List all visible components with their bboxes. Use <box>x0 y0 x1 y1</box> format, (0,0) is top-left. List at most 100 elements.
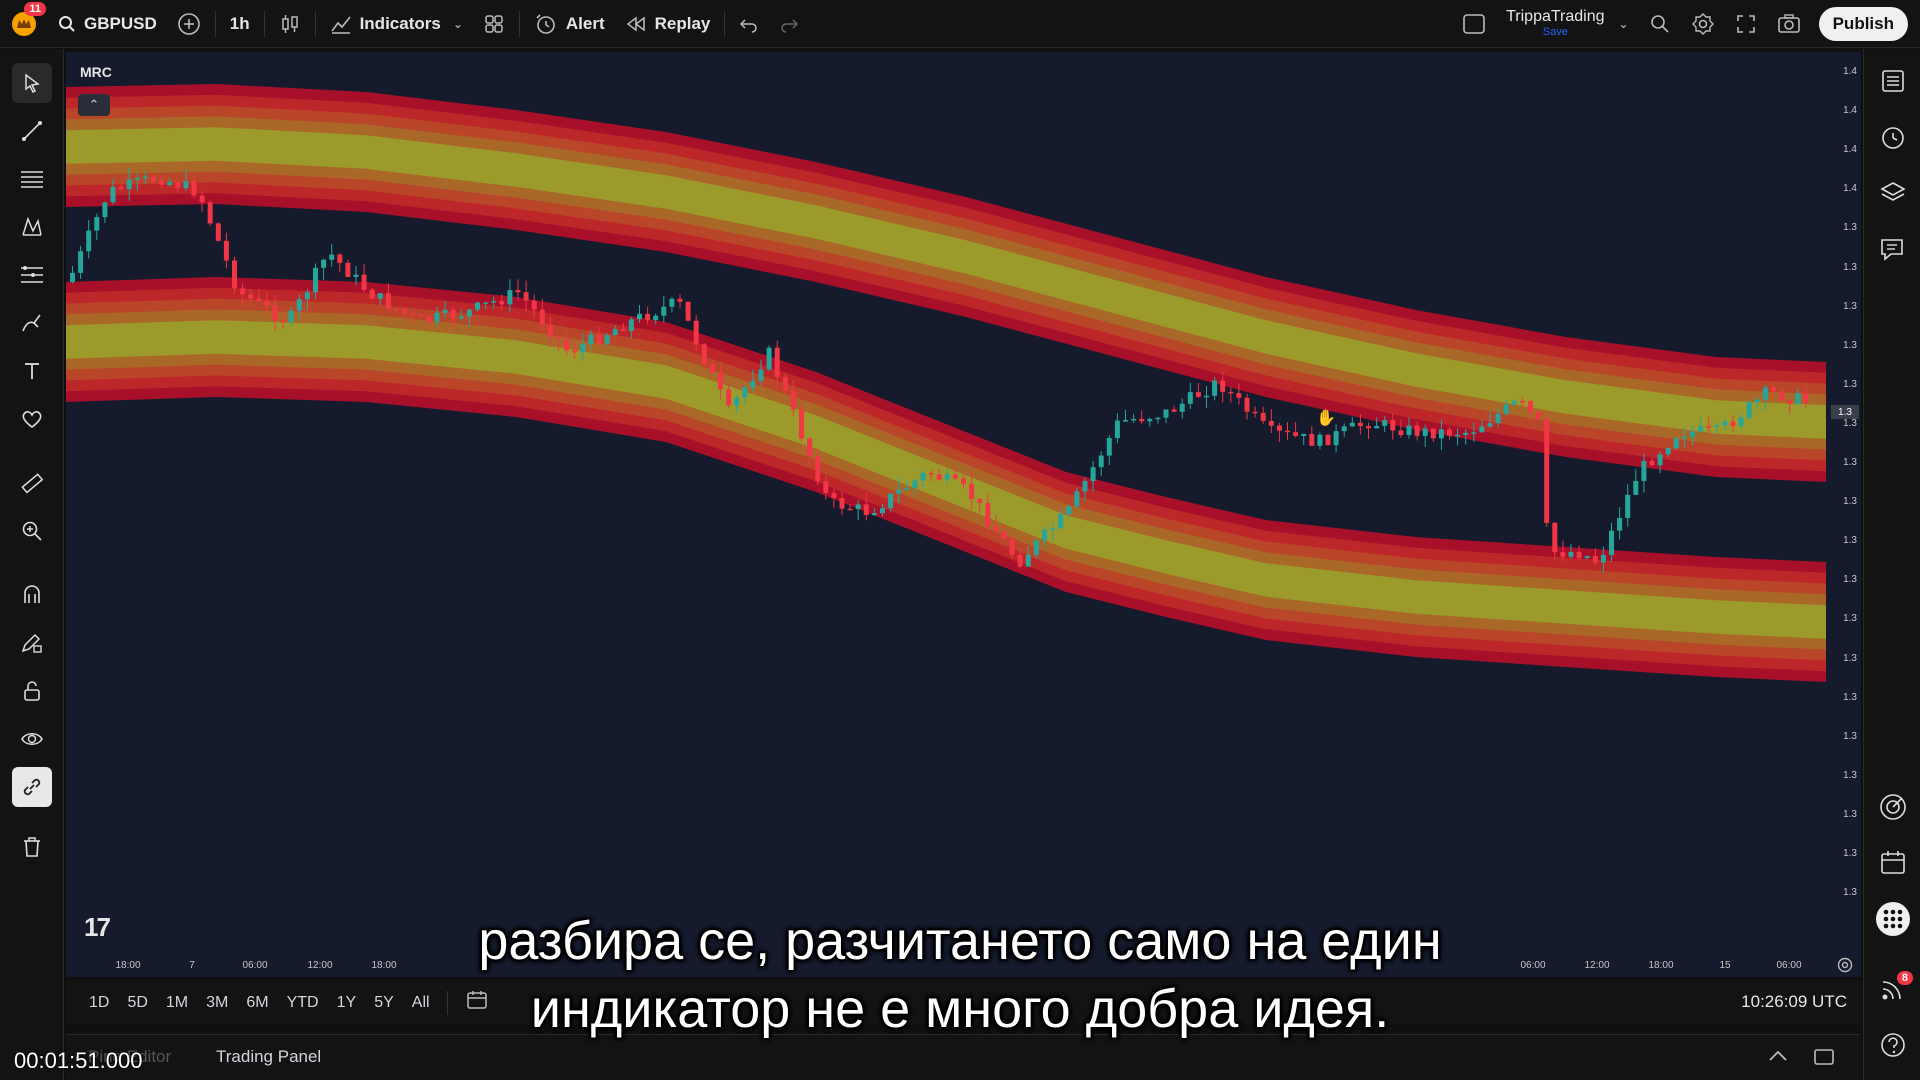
price-tick: 1.4 <box>1843 66 1857 77</box>
save-label[interactable]: Save <box>1542 26 1568 38</box>
calendar-button[interactable] <box>1873 843 1913 883</box>
ruler-icon <box>21 473 44 494</box>
expand-panel-button[interactable] <box>1767 1047 1789 1070</box>
range-3m[interactable]: 3M <box>206 993 229 1011</box>
trend-line-icon <box>22 121 42 141</box>
candle-body <box>547 324 553 338</box>
utc-clock[interactable]: 10:26:09 UTC <box>1741 992 1847 1011</box>
alerts-sidebar-button[interactable] <box>1873 117 1913 157</box>
range-1y[interactable]: 1Y <box>336 993 357 1011</box>
go-to-date-button[interactable] <box>456 989 498 1016</box>
candle-body <box>1698 426 1704 432</box>
candle-body <box>167 181 173 185</box>
candle-body <box>1220 380 1226 392</box>
link-tool[interactable] <box>12 767 52 807</box>
zoom-tool[interactable] <box>12 511 52 551</box>
stay-in-drawing-tool[interactable] <box>12 623 52 663</box>
candle-body <box>1155 417 1161 420</box>
axis-settings-button[interactable] <box>1836 956 1854 979</box>
range-5y[interactable]: 5Y <box>374 993 394 1011</box>
chart-pane[interactable]: MRC ⌃ 17 ✋ <box>66 52 1861 977</box>
measure-tool[interactable] <box>12 463 52 503</box>
trend-line-tool[interactable] <box>12 111 52 151</box>
brush-tool[interactable] <box>12 303 52 343</box>
price-tick: 1.3 <box>1843 730 1857 742</box>
time-axis[interactable]: 18:00 7 06:00 12:00 18:00 06:00 12:00 18:00 15 06… <box>66 952 1861 978</box>
indicator-label[interactable]: MRC <box>80 64 112 80</box>
candle-body <box>515 290 521 293</box>
apps-button[interactable] <box>1873 899 1913 939</box>
bottom-panel-tabs: Pine Editor Trading Panel <box>66 1034 1861 1080</box>
candles-icon <box>281 14 298 33</box>
fullscreen-button[interactable] <box>1725 0 1767 48</box>
range-1d[interactable]: 1D <box>89 993 110 1011</box>
candle-body <box>1374 425 1380 429</box>
publish-button[interactable]: Publish <box>1818 6 1908 41</box>
range-5d[interactable]: 5D <box>127 993 148 1011</box>
range-6m[interactable]: 6M <box>246 993 269 1011</box>
interval-button[interactable]: 1h <box>229 13 250 33</box>
hide-drawings-tool[interactable] <box>12 719 52 759</box>
ideas-stream-button[interactable]: 8 <box>1873 969 1913 1009</box>
candle-body <box>977 498 983 504</box>
indicators-button[interactable]: Indicators ⌄ <box>320 0 473 48</box>
quick-search-button[interactable] <box>1639 0 1681 48</box>
favorites-tool[interactable] <box>12 399 52 439</box>
profile-button[interactable]: 11 <box>0 0 48 48</box>
candle-body <box>1025 554 1031 567</box>
lock-drawings-tool[interactable] <box>12 671 52 711</box>
layout-name-button[interactable]: TrippaTrading Save ⌄ <box>1496 0 1638 48</box>
screener-button[interactable] <box>1873 787 1913 827</box>
candle-body <box>1276 425 1282 431</box>
candle-body <box>1681 436 1687 439</box>
pattern-tool[interactable] <box>12 207 52 247</box>
layouts-button[interactable] <box>473 0 515 48</box>
hand-cursor-icon: ✋ <box>1316 410 1336 427</box>
candle-body <box>1090 467 1096 482</box>
chart-type-button[interactable] <box>269 0 311 48</box>
compare-symbol-button[interactable] <box>167 0 211 48</box>
chat-button[interactable] <box>1873 229 1913 269</box>
layout-toggle-button[interactable] <box>1452 0 1496 48</box>
price-axis[interactable]: 1.4 1.4 1.4 1.4 1.3 1.3 1.3 1.3 1.3 1.3 1.3 1.3 1.3 1… <box>1827 52 1861 977</box>
watchlist-button[interactable] <box>1873 61 1913 101</box>
candle-body <box>847 508 853 511</box>
magnet-tool[interactable] <box>12 575 52 615</box>
text-tool[interactable] <box>12 351 52 391</box>
object-tree-button[interactable] <box>1873 173 1913 213</box>
redo-button[interactable] <box>769 0 809 48</box>
candle-body <box>709 364 715 373</box>
notification-badge: 8 <box>1896 971 1913 985</box>
candle-body <box>1382 420 1388 426</box>
symbol-search[interactable]: GBPUSD <box>48 0 167 48</box>
candle-body <box>483 302 489 304</box>
help-icon <box>1881 1033 1905 1057</box>
snapshot-button[interactable] <box>1767 0 1811 48</box>
plus-circle-icon <box>177 12 200 35</box>
range-all[interactable]: All <box>411 993 430 1011</box>
candle-body <box>223 240 229 261</box>
tab-trading-panel[interactable]: Trading Panel <box>216 1047 322 1066</box>
range-ytd[interactable]: YTD <box>286 993 319 1011</box>
candle-body <box>1058 514 1064 529</box>
range-1m[interactable]: 1M <box>165 993 189 1011</box>
forecast-tool[interactable] <box>12 255 52 295</box>
help-button[interactable] <box>1873 1025 1913 1065</box>
price-chart[interactable] <box>66 52 1861 977</box>
candle-body <box>969 483 975 499</box>
subtitle-line-1: разбира се, разчитането само на един <box>478 911 1442 971</box>
price-tick: 1.3 <box>1843 691 1857 703</box>
cursor-tool[interactable] <box>12 63 52 103</box>
candle-body <box>1779 391 1785 401</box>
candle-body <box>402 308 408 314</box>
settings-button[interactable] <box>1681 0 1725 48</box>
time-tick: 06:00 <box>242 960 268 971</box>
remove-drawings-tool[interactable] <box>12 827 52 867</box>
collapse-legend-button[interactable]: ⌃ <box>78 94 110 116</box>
fib-tool[interactable] <box>12 159 52 199</box>
undo-button[interactable] <box>729 0 769 48</box>
maximize-panel-button[interactable] <box>1813 1047 1835 1072</box>
replay-button[interactable]: Replay <box>615 0 721 48</box>
alert-button[interactable]: Alert <box>524 0 615 48</box>
tab-pine-editor[interactable]: Pine Editor <box>88 1047 172 1066</box>
